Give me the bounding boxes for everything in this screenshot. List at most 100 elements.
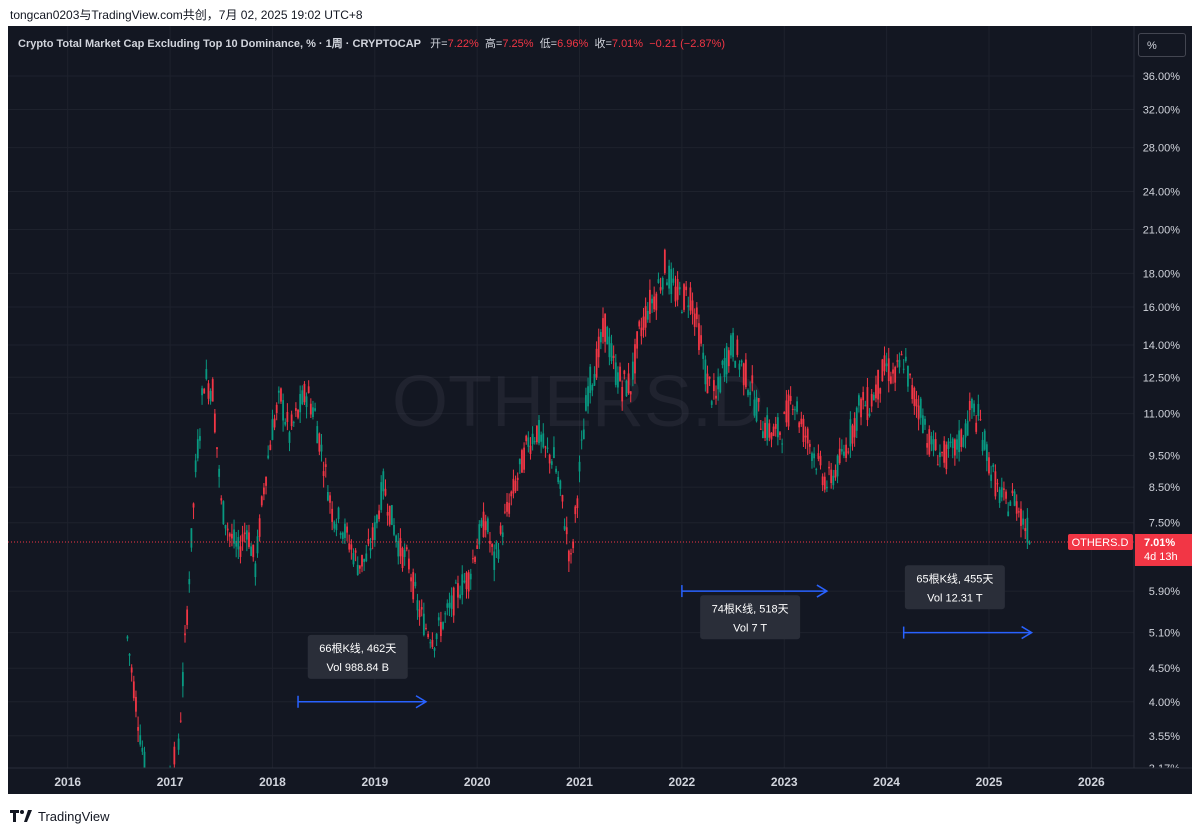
candlestick-chart[interactable]: OTHERS.D 66根K线, 462天 Vol 988.84 B 74根K线, 51… — [8, 26, 1192, 794]
candle-body — [196, 439, 199, 459]
candle-body — [184, 633, 186, 636]
candle-body — [843, 451, 845, 456]
time-tick-label: 2022 — [669, 775, 696, 789]
price-tick-label: 21.00% — [1143, 225, 1181, 237]
candle-body — [132, 681, 135, 699]
date-range-measure: 74根K线, 518天 Vol 7 T — [681, 584, 829, 640]
candle-body — [469, 573, 472, 580]
candle-body — [800, 418, 803, 425]
candle-body — [186, 609, 189, 625]
candle-body — [1022, 518, 1025, 525]
date-range-measure: 65根K线, 455天 Vol 12.31 T — [902, 565, 1034, 640]
candle-body — [489, 540, 491, 544]
candle-body — [587, 386, 589, 407]
price-tick-label: 16.00% — [1143, 302, 1181, 314]
candle-body — [668, 265, 670, 289]
candle-body — [248, 532, 250, 547]
candle-body — [943, 440, 946, 463]
candle-body — [798, 422, 801, 428]
candle-body — [787, 394, 790, 427]
candle-body — [414, 581, 417, 587]
candle-body — [486, 518, 489, 533]
candle-body — [531, 433, 534, 445]
candle-body — [284, 421, 287, 425]
candle-body — [559, 480, 562, 489]
candle-body — [625, 380, 628, 397]
candle-body — [516, 477, 519, 481]
candle-body — [872, 394, 875, 401]
close-value: 7.01% — [611, 38, 644, 50]
date-range-measure: 66根K线, 462天 Vol 988.84 B — [297, 634, 428, 709]
candle-body — [1011, 490, 1014, 494]
candle-body — [862, 392, 865, 401]
candle-body — [941, 451, 943, 453]
candle-body — [740, 360, 743, 363]
candle-body — [250, 546, 253, 556]
candle-body — [619, 366, 621, 381]
candle-body — [661, 277, 664, 290]
candle-body — [589, 366, 592, 393]
candle-body — [463, 580, 466, 583]
candle-body — [921, 415, 924, 433]
candle-body — [288, 432, 291, 443]
candle-body — [378, 510, 380, 520]
candle-body — [832, 475, 835, 486]
candle-body — [951, 438, 954, 449]
candle-body — [776, 417, 779, 438]
percent-scale-button[interactable]: % — [1138, 33, 1186, 57]
measure-label-box — [307, 634, 408, 679]
price-tick-label: 8.50% — [1149, 482, 1180, 494]
symbol-legend: Crypto Total Market Cap Excluding Top 10… — [18, 36, 725, 52]
candle-body — [529, 445, 532, 454]
candle-body — [535, 425, 538, 443]
candle-body — [1013, 491, 1016, 506]
candle-body — [399, 538, 402, 557]
price-tick-label: 9.50% — [1149, 450, 1180, 462]
candle-body — [629, 391, 632, 395]
candle-body — [267, 455, 270, 459]
candle-body — [860, 398, 862, 418]
candle-body — [431, 640, 434, 647]
candle-body — [806, 428, 809, 444]
candle-body — [326, 491, 329, 501]
candle-body — [565, 527, 568, 535]
candle-body — [177, 738, 180, 750]
candle-body — [572, 541, 575, 549]
candle-body — [393, 525, 395, 535]
candle-body — [258, 518, 261, 537]
chart-panel[interactable]: OTHERS.D 66根K线, 462天 Vol 988.84 B 74根K线, 51… — [8, 26, 1192, 794]
candle-body — [973, 403, 975, 413]
candle-body — [742, 363, 745, 386]
candle-body — [305, 396, 308, 408]
candle-body — [265, 476, 267, 486]
candle-body — [772, 426, 775, 436]
candle-body — [271, 419, 274, 440]
candle-body — [985, 444, 988, 461]
candle-body — [416, 600, 419, 611]
candle-body — [501, 532, 504, 538]
candle-body — [753, 399, 756, 416]
candle-body — [371, 527, 374, 541]
candle-body — [269, 444, 272, 450]
candle-body — [649, 289, 651, 315]
candle-body — [757, 398, 760, 402]
candle-body — [260, 496, 263, 506]
candle-body — [1024, 528, 1027, 532]
candle-body — [958, 430, 961, 453]
candle-body — [403, 549, 406, 557]
candle-body — [636, 331, 639, 349]
candle-body — [307, 386, 310, 393]
candle-body — [917, 405, 920, 420]
candle-body — [361, 554, 363, 567]
candle-body — [538, 420, 540, 444]
candle-body — [762, 431, 764, 439]
candle-body — [553, 447, 555, 459]
candle-body — [996, 483, 999, 485]
candle-body — [228, 533, 231, 537]
candle-body — [651, 298, 653, 304]
candle-body — [815, 469, 818, 471]
candle-body — [644, 306, 647, 328]
candle-body — [337, 507, 340, 520]
price-tick-label: 4.00% — [1149, 697, 1180, 709]
price-tick-label: 5.10% — [1149, 628, 1180, 640]
